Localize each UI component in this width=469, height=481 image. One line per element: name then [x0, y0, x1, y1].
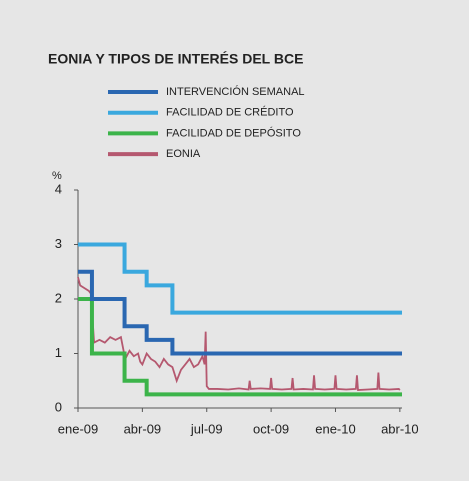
series-line [78, 269, 402, 356]
x-tick-label: abr-09 [124, 421, 162, 436]
x-tick-label: jul-09 [190, 421, 223, 436]
chart-title: EONIA Y TIPOS DE INTERÉS DEL BCE [48, 51, 303, 67]
y-tick-label: 2 [55, 290, 62, 305]
series-line [77, 276, 401, 391]
legend-label: FACILIDAD DE CRÉDITO [166, 106, 294, 119]
y-tick-label: 3 [55, 236, 62, 251]
legend-label: EONIA [166, 148, 201, 160]
legend-label: FACILIDAD DE DEPÓSITO [166, 126, 301, 139]
x-tick-label: oct-09 [253, 421, 289, 436]
series-line [78, 242, 402, 315]
series-line [78, 297, 402, 397]
x-tick-label: ene-10 [315, 421, 355, 436]
y-axis-label: % [52, 170, 62, 182]
x-tick-label: ene-09 [58, 421, 98, 436]
y-tick-label: 1 [55, 345, 62, 360]
y-tick-label: 0 [55, 399, 62, 414]
legend-label: INTERVENCIÓN SEMANAL [166, 85, 305, 98]
y-tick-label: 4 [55, 181, 62, 196]
x-tick-label: abr-10 [381, 421, 419, 436]
